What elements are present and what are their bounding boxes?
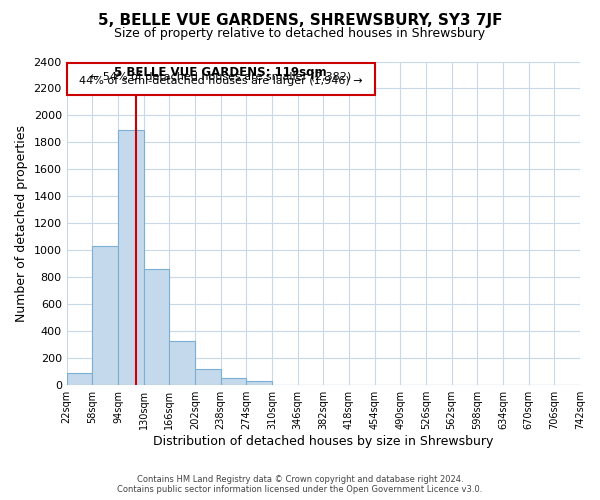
Bar [92, 246, 118, 384]
FancyBboxPatch shape [67, 63, 374, 95]
Text: Contains HM Land Registry data © Crown copyright and database right 2024.
Contai: Contains HM Land Registry data © Crown c… [118, 474, 482, 494]
Text: ← 54% of detached houses are smaller (2,382): ← 54% of detached houses are smaller (2,… [90, 72, 351, 82]
Text: 5, BELLE VUE GARDENS, SHREWSBURY, SY3 7JF: 5, BELLE VUE GARDENS, SHREWSBURY, SY3 7J… [98, 12, 502, 28]
Bar [143, 269, 169, 384]
Bar [221, 378, 247, 384]
Text: 5 BELLE VUE GARDENS: 119sqm: 5 BELLE VUE GARDENS: 119sqm [115, 66, 327, 78]
Y-axis label: Number of detached properties: Number of detached properties [15, 124, 28, 322]
Text: 44% of semi-detached houses are larger (1,946) →: 44% of semi-detached houses are larger (… [79, 76, 362, 86]
Bar [118, 130, 143, 384]
Text: Size of property relative to detached houses in Shrewsbury: Size of property relative to detached ho… [115, 28, 485, 40]
Bar [67, 372, 92, 384]
Bar [169, 341, 195, 384]
X-axis label: Distribution of detached houses by size in Shrewsbury: Distribution of detached houses by size … [153, 434, 494, 448]
Bar [247, 380, 272, 384]
Bar [195, 368, 221, 384]
